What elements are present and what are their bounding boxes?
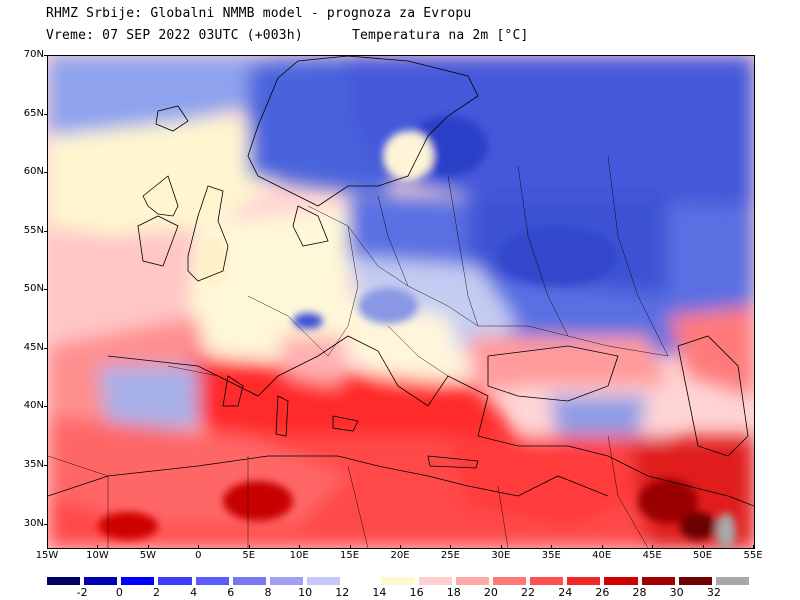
legend-label: 14: [372, 586, 387, 599]
lon-tick: [97, 545, 99, 549]
lat-tick: [44, 523, 48, 525]
lat-tick: [44, 406, 48, 408]
header-time: Vreme: 07 SEP 2022 03UTC (+003h): [46, 28, 303, 43]
legend-color-box: [641, 577, 675, 585]
lon-label: 20E: [390, 550, 410, 561]
legend-color-box: [455, 577, 489, 585]
legend-label: 26: [595, 586, 610, 599]
legend-label: 0: [115, 586, 123, 599]
lat-label: 30N: [23, 517, 44, 529]
legend-label: 20: [483, 586, 498, 599]
header-title: RHMZ Srbije: Globalni NMMB model - progn…: [46, 6, 472, 21]
legend-label: 22: [521, 586, 536, 599]
legend-color-box: [344, 577, 378, 585]
legend-label: 16: [409, 586, 424, 599]
lon-label: 55E: [743, 550, 763, 561]
lon-tick: [349, 545, 351, 549]
legend-label: 6: [227, 586, 235, 599]
lat-tick: [44, 289, 48, 291]
legend-label: 28: [632, 586, 647, 599]
lon-label: 5W: [139, 550, 156, 561]
lon-tick: [500, 545, 502, 549]
header-field: Temperatura na 2m [°C]: [352, 28, 529, 43]
lon-tick: [551, 545, 553, 549]
lat-tick: [44, 172, 48, 174]
temperature-map: [47, 55, 755, 549]
lon-tick: [198, 545, 200, 549]
lon-tick: [601, 545, 603, 549]
lon-label: 30E: [491, 550, 511, 561]
lat-tick: [44, 55, 48, 56]
legend-color-box: [121, 577, 155, 585]
legend-label: 10: [298, 586, 313, 599]
legend-color-box: [678, 577, 712, 585]
lon-tick: [47, 545, 48, 549]
legend-label: 30: [669, 586, 684, 599]
lon-tick: [450, 545, 452, 549]
lat-label: 40N: [23, 400, 44, 412]
lon-tick: [753, 545, 754, 549]
lon-label: 10E: [289, 550, 309, 561]
lon-tick: [299, 545, 301, 549]
lon-tick: [400, 545, 401, 549]
legend-color-box: [567, 577, 601, 585]
legend-color-box: [418, 577, 452, 585]
lat-tick: [44, 230, 48, 232]
lon-tick: [147, 545, 149, 549]
lat-tick: [44, 465, 48, 466]
legend-label: 12: [335, 586, 350, 599]
legend-color-box: [715, 577, 749, 585]
lat-label: 45N: [23, 341, 44, 353]
lon-label: 15E: [340, 550, 360, 561]
legend-color-box: [604, 577, 638, 585]
legend-color-box: [269, 577, 304, 585]
legend-label: 8: [264, 586, 272, 599]
lat-label: 70N: [23, 49, 44, 60]
lon-label: 50E: [693, 550, 713, 561]
lon-label: 0: [195, 550, 202, 561]
lat-label: 50N: [23, 283, 44, 295]
legend-label: 24: [558, 586, 573, 599]
legend-color-box: [492, 577, 527, 585]
country-borders: [48, 155, 669, 548]
lat-tick: [44, 113, 48, 115]
legend-label: 4: [190, 586, 198, 599]
legend-color-box: [381, 577, 415, 585]
legend-color-box: [158, 577, 192, 585]
lon-label: 10W: [86, 550, 109, 561]
legend-color-box: [307, 577, 341, 585]
legend-color-box: [84, 577, 118, 585]
legend-color-box: [530, 577, 564, 585]
lat-tick: [44, 347, 48, 349]
lon-label: 15W: [35, 550, 59, 561]
lon-label: 5E: [242, 550, 256, 561]
lon-tick: [248, 545, 250, 549]
legend-label: 18: [446, 586, 461, 599]
lon-tick: [702, 545, 704, 549]
color-legend: [47, 577, 753, 585]
lon-label: 25E: [440, 550, 460, 561]
legend-label: 2: [152, 586, 160, 599]
legend-color-box: [47, 577, 81, 585]
legend-label: 32: [706, 586, 721, 599]
lat-label: 65N: [23, 107, 44, 119]
lon-label: 40E: [592, 550, 612, 561]
legend-label: -2: [76, 586, 88, 599]
lon-tick: [652, 545, 654, 549]
legend-color-box: [195, 577, 229, 585]
lon-label: 45E: [642, 550, 662, 561]
lon-label: 35E: [541, 550, 561, 561]
legend-color-box: [232, 577, 266, 585]
lat-label: 55N: [23, 224, 44, 236]
lat-label: 35N: [23, 459, 44, 470]
lat-label: 60N: [23, 166, 44, 178]
